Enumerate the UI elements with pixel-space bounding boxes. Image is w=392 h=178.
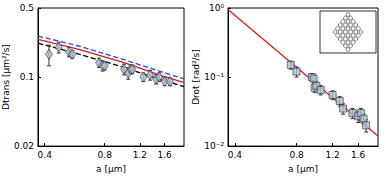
svg-text:Drot [rad²/s]: Drot [rad²/s]: [191, 49, 201, 105]
svg-text:10⁻²: 10⁻²: [204, 141, 224, 151]
svg-text:0.4: 0.4: [38, 150, 53, 160]
svg-text:1.2: 1.2: [133, 150, 147, 160]
svg-text:0.4: 0.4: [228, 150, 243, 160]
svg-text:0.1: 0.1: [20, 72, 34, 82]
svg-text:1.6: 1.6: [351, 150, 366, 160]
svg-text:1.6: 1.6: [158, 150, 173, 160]
svg-text:Dtrans [µm²/s]: Dtrans [µm²/s]: [1, 44, 11, 110]
svg-text:10⁰: 10⁰: [209, 3, 224, 13]
svg-text:1.2: 1.2: [325, 150, 339, 160]
svg-text:a [µm]: a [µm]: [288, 164, 318, 174]
svg-text:0.8: 0.8: [98, 150, 113, 160]
svg-text:10⁻¹: 10⁻¹: [204, 72, 224, 82]
svg-text:a [µm]: a [µm]: [96, 164, 126, 174]
svg-text:0.5: 0.5: [20, 3, 34, 13]
svg-text:0.02: 0.02: [14, 141, 34, 151]
svg-text:0.8: 0.8: [289, 150, 304, 160]
